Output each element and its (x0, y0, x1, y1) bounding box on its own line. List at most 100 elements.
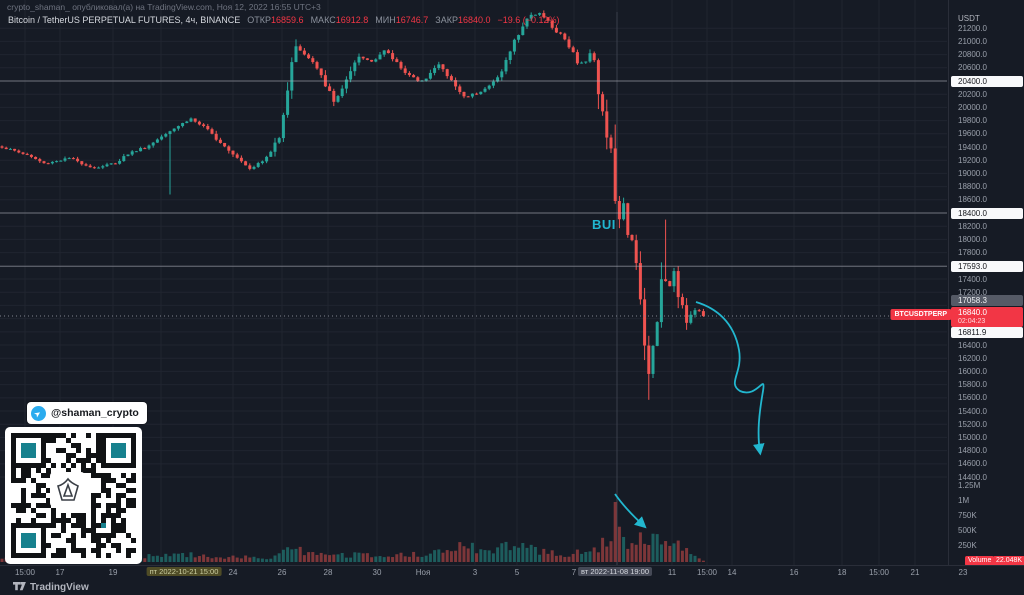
bar-countdown: 02:04:23 (958, 317, 986, 325)
price-line-label: 17593.0 (951, 260, 1023, 272)
price-axis-label: 19200.0 (958, 155, 987, 165)
attribution-line: crypto_shaman_ опубликовал(а) на Trading… (7, 2, 321, 12)
time-axis-tick: 16 (789, 568, 799, 577)
time-axis-tick: 19 (108, 568, 118, 577)
telegram-watermark-badge: ➤ @shaman_crypto (27, 402, 147, 424)
price-axis-label: 16000.0 (958, 366, 987, 376)
axis-currency-label: USDT (958, 14, 980, 23)
time-axis-tick: 3 (472, 568, 478, 577)
telegram-handle: @shaman_crypto (51, 407, 139, 419)
price-axis-label: 18200.0 (958, 221, 987, 231)
price-axis-label: 14800.0 (958, 446, 987, 456)
time-axis-marker-label: пт 2022-10-21 15:00 (146, 567, 222, 576)
volume-legend-value: 22.048K (993, 556, 1024, 566)
price-axis-label: 17400.0 (958, 274, 987, 284)
price-axis-label: 15600.0 (958, 393, 987, 403)
price-axis-label: 16400.0 (958, 340, 987, 350)
time-axis-marker-label: вт 2022-11-08 19:00 (578, 567, 652, 576)
volume-axis-label: 1.25M (958, 481, 981, 490)
price-axis-label: 15800.0 (958, 380, 987, 390)
time-axis-tick: 14 (727, 568, 737, 577)
time-axis-tick: 7 (571, 568, 577, 577)
ohlc-value: 16859.6 (271, 15, 304, 25)
volume-axis-label: 250K (958, 541, 977, 550)
volume-legend: Volume (965, 556, 995, 566)
ohlc-label: ЗАКР (435, 15, 458, 25)
price-axis-label: 19800.0 (958, 116, 987, 126)
time-axis-tick: 28 (323, 568, 333, 577)
shield-a-icon (56, 477, 79, 501)
volume-legend-name: Volume (965, 556, 995, 566)
time-axis-tick: 21 (910, 568, 920, 577)
volume-axis-label: 500K (958, 526, 977, 535)
price-axis-label: 20800.0 (958, 50, 987, 60)
candles-layer (0, 10, 705, 400)
price-axis-label: 19000.0 (958, 168, 987, 178)
time-axis-tick: 5 (514, 568, 520, 577)
price-axis-label: 20200.0 (958, 89, 987, 99)
symbol-legend: Bitcoin / TetherUS PERPETUAL FUTURES, 4ч… (8, 15, 560, 25)
price-line-label: 18400.0 (951, 207, 1023, 219)
price-axis-label: 15200.0 (958, 419, 987, 429)
qr-modules (11, 433, 136, 558)
symbol-title: Bitcoin / TetherUS PERPETUAL FUTURES, 4ч… (8, 15, 241, 25)
time-axis[interactable]: 15:00 17 19 24 26 28 30 Ноя 3 5 7 11 15:00 14 16 18 15:0… (0, 565, 1024, 578)
price-marker-label: 16811.9 (951, 327, 1023, 338)
price-axis-label: 15400.0 (958, 406, 987, 416)
bui-text-annotation[interactable]: BUI (592, 217, 616, 232)
volume-value-box: 22.048K (993, 556, 1024, 566)
time-axis-tick: 17 (55, 568, 65, 577)
time-axis-tick: 23 (958, 568, 968, 577)
time-axis-tick: 15:00 (696, 568, 718, 577)
snapshot-footer: TradingView (0, 578, 1024, 595)
price-axis-label: 14400.0 (958, 472, 987, 482)
ohlc-value: 16840.0 (457, 15, 491, 25)
price-axis-label: 20600.0 (958, 63, 987, 73)
ohlc-label: ОТКР (247, 15, 272, 25)
price-axis-label: 21000.0 (958, 36, 987, 46)
volume-axis-label: 1M (958, 496, 970, 505)
qr-center-logo (50, 472, 85, 507)
ohlc-label: МИН (375, 15, 396, 25)
price-axis-label: 15000.0 (958, 432, 987, 442)
ohlc-label: МАКС (310, 15, 336, 25)
telegram-icon: ➤ (31, 405, 46, 421)
drawn-arrows[interactable] (614, 301, 765, 529)
time-axis-tick: Ноя (415, 568, 431, 577)
time-axis-tick: 11 (667, 568, 677, 577)
price-axis-label: 18000.0 (958, 234, 987, 244)
ohlc-values: ОТКР16859.6 МАКС16912.8 МИН16746.7 ЗАКР1684… (240, 15, 490, 25)
price-axis-label: 17800.0 (958, 248, 987, 258)
price-axis-label: 21200.0 (958, 23, 987, 33)
price-axis-label: 20000.0 (958, 102, 987, 112)
qr-code (5, 427, 142, 564)
price-axis[interactable]: USDT 21200.0 21000.0 20800.0 20600.0 20200.0… (948, 0, 1024, 566)
time-axis-tick: 26 (277, 568, 287, 577)
price-axis-label: 14600.0 (958, 459, 987, 469)
time-axis-tick: 15:00 (14, 568, 36, 577)
tradingview-logo[interactable]: TradingView (13, 582, 89, 593)
candlestick-chart[interactable] (0, 0, 964, 565)
ohlc-value: 16746.7 (395, 15, 429, 25)
chart-plot-area[interactable]: BUI (0, 0, 964, 565)
ohlc-value: 16912.8 (335, 15, 369, 25)
support-resistance-lines[interactable] (0, 80, 947, 267)
time-axis-tick: 24 (228, 568, 238, 577)
time-axis-tick: 18 (837, 568, 847, 577)
grid-lines (0, 0, 964, 565)
price-line-label: 20400.0 (951, 75, 1023, 87)
volume-axis-label: 750K (958, 511, 977, 520)
price-axis-label: 16200.0 (958, 353, 987, 363)
change-value: −19.6 (−0.12%) (497, 15, 560, 25)
time-axis-tick: 30 (372, 568, 382, 577)
time-axis-tick: 15:00 (868, 568, 890, 577)
price-axis-label: 18600.0 (958, 195, 987, 205)
price-axis-label: 17200.0 (958, 287, 987, 297)
tradingview-logo-text: TradingView (30, 582, 89, 593)
price-axis-label: 19600.0 (958, 129, 987, 139)
last-price-value: 16840.0 (958, 307, 987, 317)
tradingview-logo-icon (13, 582, 26, 591)
last-price-box: 16840.0 02:04:23 (951, 306, 1023, 327)
price-marker-label: 17058.3 (951, 295, 1023, 306)
